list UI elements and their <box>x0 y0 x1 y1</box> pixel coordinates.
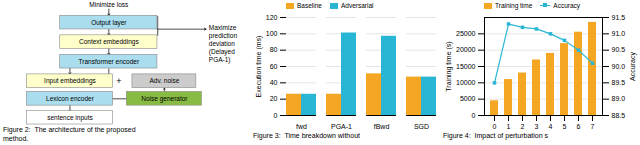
svg-text:1: 1 <box>507 123 511 130</box>
svg-text:7: 7 <box>591 123 595 130</box>
svg-text:5: 5 <box>563 123 567 130</box>
svg-text:Maximizepredictiondeviation(De: Maximizepredictiondeviation(DelayedPGA-1… <box>209 24 238 65</box>
html-text:Figure 4: Impact of perturbati: Figure 4: Impact of perturbation s <box>443 132 549 139</box>
html-text:Adversarial: Adversarial <box>340 2 374 9</box>
svg-text:Adv. noise: Adv. noise <box>149 77 179 84</box>
svg-text:Context embeddings: Context embeddings <box>79 38 139 46</box>
svg-text:91.0: 91.0 <box>612 30 626 37</box>
svg-text:89.0: 89.0 <box>612 95 626 102</box>
html-text:Baseline: Baseline <box>297 2 322 9</box>
html-text:Figure 3: Time breakdown witho: Figure 3: Time breakdown without <box>253 132 360 139</box>
svg-text:Training time (s): Training time (s) <box>445 41 453 91</box>
svg-text:90.0: 90.0 <box>612 63 626 70</box>
svg-text:fwd: fwd <box>296 123 307 130</box>
svg-text:89.5: 89.5 <box>612 79 626 86</box>
svg-text:4: 4 <box>549 123 553 130</box>
svg-text:Minimize loss: Minimize loss <box>89 1 129 8</box>
svg-text:SGD: SGD <box>414 123 429 130</box>
svg-text:Execution time (ms): Execution time (ms) <box>255 36 263 98</box>
svg-text:91.5: 91.5 <box>612 14 626 21</box>
svg-text:90.5: 90.5 <box>612 46 626 53</box>
svg-text:0: 0 <box>472 112 476 119</box>
svg-text:6: 6 <box>577 123 581 130</box>
svg-text:88.5: 88.5 <box>612 112 626 119</box>
svg-text:Transformer encoder: Transformer encoder <box>79 58 140 65</box>
svg-text:25000: 25000 <box>456 30 476 37</box>
svg-text:5000: 5000 <box>460 95 476 102</box>
svg-text:Accuracy: Accuracy <box>629 52 637 81</box>
svg-text:sentence inputs: sentence inputs <box>47 114 93 122</box>
svg-text:0: 0 <box>493 123 497 130</box>
svg-text:60: 60 <box>270 63 278 70</box>
svg-text:fBwd: fBwd <box>374 123 390 130</box>
svg-text:PGA-1: PGA-1 <box>331 123 352 130</box>
html-text:Accuracy: Accuracy <box>553 2 581 9</box>
svg-text:40: 40 <box>270 79 278 86</box>
svg-text:0: 0 <box>274 112 278 119</box>
svg-text:+: + <box>116 76 121 86</box>
svg-text:3: 3 <box>535 123 539 130</box>
html-text:Figure 2: The architecture of: Figure 2: The architecture of the propos… <box>3 126 136 142</box>
svg-text:2: 2 <box>521 123 525 130</box>
svg-text:100: 100 <box>266 30 278 37</box>
svg-text:10000: 10000 <box>456 79 476 86</box>
svg-text:Output layer: Output layer <box>91 19 127 27</box>
svg-text:20: 20 <box>270 95 278 102</box>
svg-text:15000: 15000 <box>456 63 476 70</box>
svg-text:Input embeddings: Input embeddings <box>44 77 96 85</box>
svg-text:Lexicon encoder: Lexicon encoder <box>46 95 95 102</box>
svg-text:20000: 20000 <box>456 46 476 53</box>
svg-text:Noise generator: Noise generator <box>141 95 188 103</box>
svg-text:80: 80 <box>270 46 278 53</box>
svg-text:120: 120 <box>266 14 278 21</box>
html-text:Training time: Training time <box>495 2 533 9</box>
